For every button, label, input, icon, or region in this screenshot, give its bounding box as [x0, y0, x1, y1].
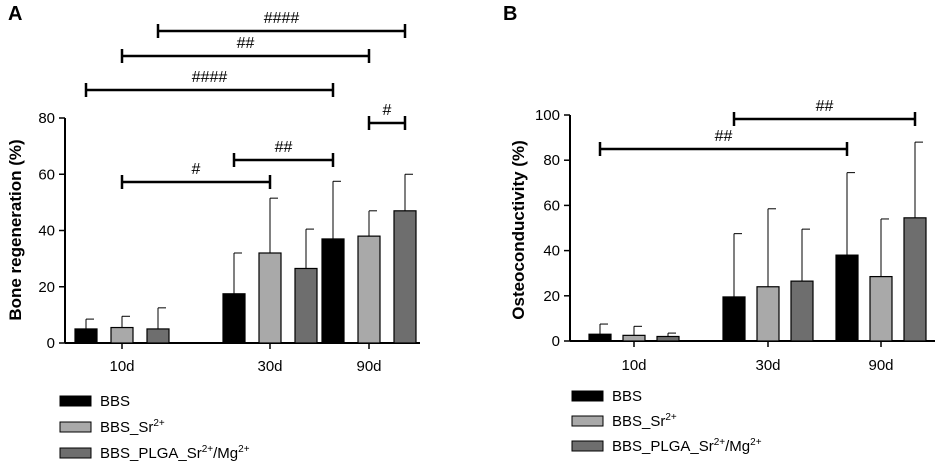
category-label: 10d	[621, 357, 646, 374]
significance-label: ##	[715, 128, 733, 145]
significance-label: #	[383, 102, 392, 119]
bar-bbs-10d	[588, 333, 612, 342]
legend-swatch	[59, 421, 92, 433]
bar-bbs-30d	[722, 296, 746, 342]
chart-panel-B: B Osteoconductivity (%) 0 20 40 60 80 100 10d 30d…	[503, 3, 935, 455]
panel-label: B	[503, 3, 517, 25]
legend-swatch	[59, 395, 92, 407]
y-tick-label: 60	[543, 197, 560, 214]
legend-item: BBS_PLGA_Sr2+/Mg2+	[59, 444, 250, 462]
bar-bbs-plga-sr2-mg2--90d	[903, 217, 927, 342]
significance-bracket: ##	[732, 98, 917, 126]
legend: BBS BBS_Sr2+ BBS_PLGA_Sr2+/Mg2+	[59, 393, 250, 462]
bar-bbs-sr2--10d	[110, 326, 134, 344]
legend-swatch	[571, 390, 604, 402]
chart-panel-A: A Bone regeneration (%) 0 20 40 60 80 10d 30d 90d…	[6, 3, 420, 462]
significance-label: #	[192, 161, 201, 178]
bar-bbs-sr2--30d	[258, 252, 282, 344]
legend-label: BBS	[100, 393, 130, 410]
significance-bracket: #	[367, 102, 407, 130]
y-axis-title: Bone regeneration (%)	[6, 139, 25, 320]
bar-bbs-sr2--10d	[622, 334, 646, 342]
significance-label: ##	[816, 98, 834, 115]
category-label: 90d	[868, 357, 893, 374]
bar-bbs-sr2--90d	[357, 235, 381, 344]
y-tick-label: 80	[38, 110, 55, 127]
significance-bracket: ####	[156, 10, 407, 38]
legend-item: BBS_Sr2+	[571, 412, 677, 430]
y-tick-label: 60	[38, 166, 55, 183]
bar-bbs-sr2--30d	[756, 286, 780, 342]
category-label: 90d	[356, 358, 381, 375]
y-tick-label: 40	[38, 223, 55, 240]
legend-label: BBS_Sr2+	[100, 418, 165, 436]
category-label: 10d	[109, 358, 134, 375]
legend-label: BBS_PLGA_Sr2+/Mg2+	[612, 437, 762, 455]
legend-swatch	[571, 440, 604, 452]
significance-bracket: ##	[232, 139, 335, 167]
legend: BBS BBS_Sr2+ BBS_PLGA_Sr2+/Mg2+	[571, 388, 762, 455]
significance-bracket: ####	[84, 69, 335, 97]
category-label: 30d	[755, 357, 780, 374]
bar-bbs-plga-sr2-mg2--30d	[790, 280, 814, 342]
legend-item: BBS	[571, 388, 642, 405]
bar-bbs-plga-sr2-mg2--10d	[146, 328, 170, 344]
significance-bracket: #	[120, 161, 272, 189]
bar-bbs-sr2--90d	[869, 275, 893, 342]
significance-label: ####	[264, 10, 300, 27]
significance-bracket: ##	[598, 128, 849, 156]
legend-label: BBS_Sr2+	[612, 412, 677, 430]
y-tick-label: 80	[543, 152, 560, 169]
y-tick-label: 20	[543, 288, 560, 305]
bar-bbs-plga-sr2-mg2--90d	[393, 210, 417, 344]
legend-item: BBS	[59, 393, 130, 410]
bar-bbs-plga-sr2-mg2--30d	[294, 267, 318, 344]
significance-label: ####	[192, 69, 228, 86]
legend-label: BBS_PLGA_Sr2+/Mg2+	[100, 444, 250, 462]
y-tick-label: 0	[552, 333, 560, 350]
category-label: 30d	[257, 358, 282, 375]
significance-label: ##	[275, 139, 293, 156]
significance-bracket: ##	[120, 35, 371, 63]
legend-swatch	[59, 447, 92, 459]
legend-swatch	[571, 415, 604, 427]
y-tick-label: 100	[535, 107, 560, 124]
legend-item: BBS_Sr2+	[59, 418, 165, 436]
bar-bbs-10d	[74, 328, 98, 344]
bar-bbs-90d	[321, 238, 345, 344]
legend-label: BBS	[612, 388, 642, 405]
panel-label: A	[8, 3, 22, 25]
significance-label: ##	[237, 35, 255, 52]
bar-bbs-plga-sr2-mg2--10d	[656, 335, 680, 342]
y-tick-label: 0	[47, 335, 55, 352]
y-tick-label: 20	[38, 279, 55, 296]
bar-bbs-90d	[835, 254, 859, 342]
y-axis-title: Osteoconductivity (%)	[509, 140, 528, 319]
y-tick-label: 40	[543, 243, 560, 260]
bar-bbs-30d	[222, 293, 246, 344]
legend-item: BBS_PLGA_Sr2+/Mg2+	[571, 437, 762, 455]
